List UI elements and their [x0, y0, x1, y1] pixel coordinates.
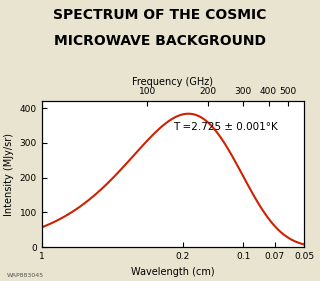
Y-axis label: Intensity (MJy/sr): Intensity (MJy/sr)	[4, 133, 14, 216]
Text: SPECTRUM OF THE COSMIC: SPECTRUM OF THE COSMIC	[53, 8, 267, 22]
Text: MICROWAVE BACKGROUND: MICROWAVE BACKGROUND	[54, 34, 266, 48]
X-axis label: Frequency (GHz): Frequency (GHz)	[132, 76, 213, 87]
Text: T =2.725 ± 0.001°K: T =2.725 ± 0.001°K	[173, 123, 277, 132]
Text: WAP883045: WAP883045	[6, 273, 44, 278]
X-axis label: Wavelength (cm): Wavelength (cm)	[131, 267, 215, 277]
